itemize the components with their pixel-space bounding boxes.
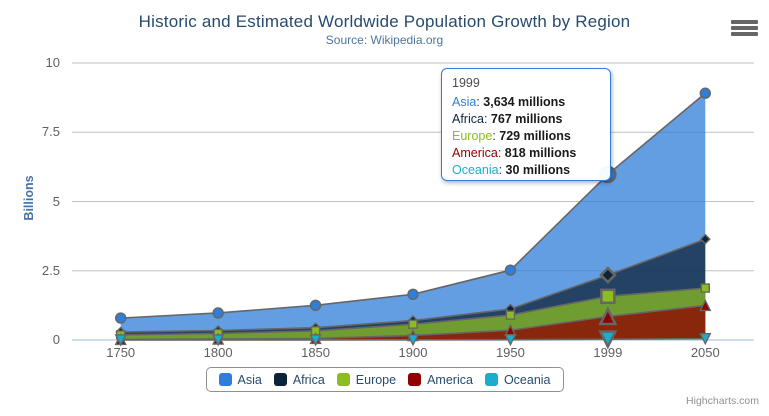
legend-swatch-icon xyxy=(273,373,287,386)
hamburger-bar xyxy=(731,26,758,30)
legend-swatch-icon xyxy=(408,373,422,386)
marker-asia-2050[interactable] xyxy=(699,87,711,99)
legend-label: Europe xyxy=(355,372,397,387)
tooltip-rows: Asia: 3,634 millions Africa: 767 millions… xyxy=(452,94,600,179)
legend-label: America xyxy=(427,372,473,387)
marker-oceania-1850[interactable] xyxy=(309,334,322,347)
marker-europe-1999[interactable] xyxy=(600,288,616,305)
tooltip-series-value: 818 millions xyxy=(504,146,577,160)
marker-asia-1750[interactable] xyxy=(115,312,127,324)
x-axis-label: 1900 xyxy=(398,345,428,360)
marker-oceania-1750[interactable] xyxy=(114,334,127,347)
tooltip-series-value: 767 millions xyxy=(490,112,563,126)
marker-asia-1950[interactable] xyxy=(504,264,517,276)
x-axis-label: 2050 xyxy=(690,345,720,360)
y-axis-label: 5 xyxy=(52,193,60,209)
marker-europe-1900[interactable] xyxy=(408,319,418,329)
y-axis-label: 2.5 xyxy=(41,262,60,278)
x-axis-label: 1750 xyxy=(106,345,136,360)
legend-label: Asia xyxy=(237,372,262,387)
legend-label: Oceania xyxy=(503,372,551,387)
tooltip-series-name: America xyxy=(452,146,498,160)
tooltip-row-america: America: 818 millions xyxy=(452,146,577,160)
x-axis-label: 1950 xyxy=(495,345,525,360)
marker-oceania-1800[interactable] xyxy=(212,334,225,347)
credits-link[interactable]: Highcharts.com xyxy=(686,395,759,407)
x-axis-label: 1999 xyxy=(593,345,623,360)
tooltip-series-name: Asia xyxy=(452,95,477,109)
hamburger-bar xyxy=(731,32,758,36)
legend-swatch-icon xyxy=(336,373,350,386)
tooltip-series-name: Africa xyxy=(452,112,484,126)
marker-asia-1900[interactable] xyxy=(407,288,419,300)
legend-item-asia[interactable]: Asia xyxy=(218,372,262,387)
tooltip-header: 1999 xyxy=(452,76,480,90)
y-axis-label: 10 xyxy=(45,55,60,70)
marker-oceania-1999[interactable] xyxy=(598,330,618,350)
legend-item-america[interactable]: America xyxy=(408,373,473,387)
series-area-america[interactable] xyxy=(120,305,706,340)
x-axis-label: 1800 xyxy=(203,345,233,360)
marker-africa-1999[interactable] xyxy=(599,266,617,284)
chart-subtitle: Source: Wikipedia.org xyxy=(325,33,444,47)
chart-title: Historic and Estimated Worldwide Populat… xyxy=(138,12,631,31)
tooltip-series-value: 3,634 millions xyxy=(483,95,566,109)
legend-label: Africa xyxy=(292,372,325,387)
marker-asia-1800[interactable] xyxy=(212,307,224,319)
marker-oceania-2050[interactable] xyxy=(699,333,712,346)
tooltip-row-europe: Europe: 729 millions xyxy=(452,129,571,143)
tooltip-row-africa: Africa: 767 millions xyxy=(452,112,563,126)
y-axis-label: 7.5 xyxy=(41,124,60,140)
marker-oceania-1900[interactable] xyxy=(406,334,420,347)
legend-swatch-icon xyxy=(484,373,498,386)
tooltip-series-name: Europe xyxy=(452,129,493,143)
legend-item-europe[interactable]: Europe xyxy=(336,372,397,387)
hamburger-bar xyxy=(731,20,758,24)
series-area-asia[interactable] xyxy=(120,93,706,340)
x-axis-label: 1850 xyxy=(301,345,331,360)
tooltip-row-oceania: Oceania: 30 millions xyxy=(452,163,571,177)
marker-oceania-1950[interactable] xyxy=(504,333,517,347)
marker-asia-1850[interactable] xyxy=(309,299,322,312)
marker-america-1999[interactable] xyxy=(598,306,618,326)
tooltip-series-name: Oceania xyxy=(452,163,499,177)
legend-item-oceania[interactable]: Oceania xyxy=(484,372,551,387)
tooltip-series-value: 729 millions xyxy=(499,129,571,143)
legend: Asia Africa Europe America Oceania xyxy=(205,367,564,392)
tooltip-row-asia: Asia: 3,634 millions xyxy=(452,95,566,109)
export-menu-icon[interactable] xyxy=(731,20,758,36)
marker-africa-2050[interactable] xyxy=(699,233,711,245)
legend-item-africa[interactable]: Africa xyxy=(273,372,325,387)
legend-swatch-icon xyxy=(218,373,232,386)
tooltip-series-value: 30 millions xyxy=(505,163,571,177)
tooltip: 1999 Asia: 3,634 millions Africa: 767 mil… xyxy=(441,68,611,181)
y-axis-label: 0 xyxy=(52,332,60,347)
marker-america-2050[interactable] xyxy=(699,298,712,312)
marker-europe-1950[interactable] xyxy=(505,310,516,320)
marker-europe-2050[interactable] xyxy=(700,283,710,293)
